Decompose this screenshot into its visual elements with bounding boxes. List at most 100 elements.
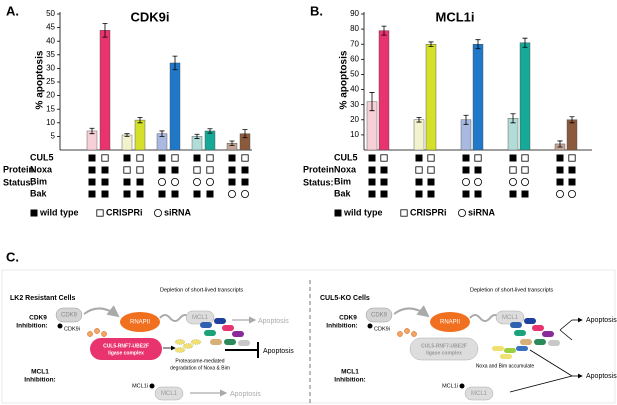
status-symbol xyxy=(123,166,131,174)
status-symbol xyxy=(368,190,376,198)
status-symbol xyxy=(241,154,249,162)
status-symbol xyxy=(474,166,482,174)
status-symbol xyxy=(461,177,470,186)
diagram-text: MCL1 xyxy=(31,369,49,376)
status-symbol xyxy=(415,166,423,174)
y-tick-label: 35 xyxy=(46,50,55,59)
status-symbol xyxy=(556,189,565,198)
diagram-text: ligase complex xyxy=(426,350,462,356)
error-bar xyxy=(463,114,469,125)
transcript-blob xyxy=(548,340,560,346)
bar xyxy=(413,119,425,151)
transcript-blob xyxy=(210,339,222,345)
status-symbol xyxy=(227,189,236,198)
diagram-text: MCL1 xyxy=(161,391,178,397)
rnapii-node xyxy=(430,312,470,332)
inhibitor-dot xyxy=(459,383,465,389)
status-row-label: Noxa xyxy=(30,164,53,174)
status-symbol xyxy=(415,154,423,162)
rnapii-node xyxy=(120,312,160,332)
status-symbol xyxy=(158,154,166,162)
y-tick-label: 15 xyxy=(46,104,55,113)
status-symbol xyxy=(521,154,529,162)
status-symbol xyxy=(193,166,201,174)
diagram-text: Apoptosis xyxy=(263,348,294,355)
t-bar xyxy=(225,342,259,358)
error-bar xyxy=(159,130,165,137)
ligase-node xyxy=(90,338,162,360)
status-row-label: Bim xyxy=(30,176,47,186)
transcript-blob xyxy=(524,318,536,324)
error-bar xyxy=(207,128,213,134)
diagram-frame xyxy=(1,269,616,404)
panel-label: A. xyxy=(6,3,19,18)
status-symbol xyxy=(170,177,179,186)
status-symbol xyxy=(30,209,38,217)
status-symbol xyxy=(380,166,388,174)
status-symbol xyxy=(193,190,201,198)
mcl1-node xyxy=(464,386,494,401)
status-symbol xyxy=(241,166,249,174)
status-symbol xyxy=(228,154,236,162)
status-symbol xyxy=(171,154,179,162)
y-tick-label: 25 xyxy=(46,77,55,86)
status-symbol xyxy=(521,190,529,198)
error-bar xyxy=(194,133,200,139)
transcript xyxy=(159,314,191,322)
status-symbol xyxy=(368,166,376,174)
error-bar xyxy=(172,55,178,71)
status-symbol xyxy=(123,178,131,186)
status-symbol xyxy=(427,190,435,198)
transcript-blob xyxy=(542,331,554,337)
status-row-label: CUL5 xyxy=(334,152,358,162)
legend-label: wild type xyxy=(39,207,79,217)
arrow xyxy=(509,349,573,393)
diagram-text: Apoptosis xyxy=(258,318,289,325)
error-bar xyxy=(557,140,563,148)
protein-blob xyxy=(504,348,516,353)
diagram-text: RNAPII xyxy=(440,320,460,326)
transcript-blob xyxy=(514,330,526,336)
bar xyxy=(472,44,484,151)
status-symbol xyxy=(474,190,482,198)
status-symbol xyxy=(240,189,249,198)
status-row-label: Bak xyxy=(334,188,352,198)
legend-label: CRISPRi xyxy=(106,207,143,217)
status-row-label: Noxa xyxy=(334,164,357,174)
status-symbol xyxy=(509,190,517,198)
inhibitor-dot xyxy=(149,383,155,389)
arrow xyxy=(559,319,573,341)
phosphate xyxy=(404,328,410,334)
status-symbol xyxy=(427,154,435,162)
diagram-text: MCL1 xyxy=(341,369,359,376)
status-symbol xyxy=(88,154,96,162)
y-tick-label: 90 xyxy=(350,9,359,18)
error-bar xyxy=(381,25,387,36)
y-tick-label: 70 xyxy=(350,39,359,48)
status-heading: Protein xyxy=(3,164,34,174)
status-symbol xyxy=(88,190,96,198)
diagram-text: CDK9 xyxy=(29,315,47,322)
bar xyxy=(378,30,390,151)
side-title: CUL5-KO Cells xyxy=(320,295,370,302)
inhibitor-dot xyxy=(367,323,373,329)
status-symbol xyxy=(241,178,249,186)
status-row-label: Bak xyxy=(30,188,48,198)
error-bar xyxy=(89,127,95,135)
transcript-blob xyxy=(534,339,546,345)
status-symbol xyxy=(192,177,201,186)
status-symbol xyxy=(568,154,576,162)
transcript-blob xyxy=(224,339,236,345)
status-symbol xyxy=(101,190,109,198)
bar xyxy=(121,134,133,151)
status-symbol xyxy=(206,190,214,198)
status-symbol xyxy=(206,166,214,174)
status-symbol xyxy=(380,154,388,162)
diagram-text: CUL5-RNF7-UBE2F xyxy=(103,343,149,349)
panel-label: B. xyxy=(310,3,323,18)
chart-title: MCL1i xyxy=(436,9,475,24)
y-tick-label: 30 xyxy=(46,64,55,73)
y-tick-label: 40 xyxy=(350,85,359,94)
protein-blob xyxy=(500,354,512,359)
status-symbol xyxy=(123,154,131,162)
